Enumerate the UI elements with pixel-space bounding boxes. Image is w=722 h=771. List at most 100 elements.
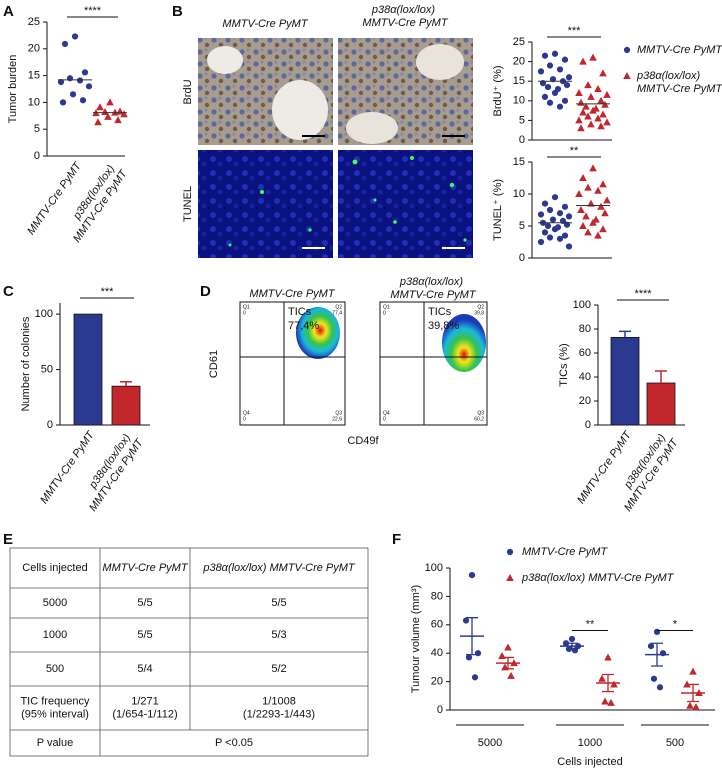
y-axis-label: BrdU⁺ (%)	[492, 65, 504, 116]
y-tick-label: 20	[431, 676, 443, 688]
y-tick-label: 10	[513, 95, 525, 107]
point	[603, 118, 611, 126]
gate-name: TICs	[288, 306, 312, 318]
quadrant-value: 0	[383, 416, 386, 422]
point	[599, 225, 607, 233]
point	[597, 202, 605, 210]
x-tick-label: MMTV-Cre PyMT	[575, 428, 634, 506]
point	[653, 628, 661, 636]
table-cell: TIC frequency	[20, 695, 90, 707]
point	[556, 210, 564, 217]
point	[546, 62, 554, 69]
point	[106, 98, 114, 106]
point	[601, 697, 609, 705]
fat-cell	[272, 80, 328, 140]
fat-cell	[207, 46, 243, 74]
x-tick-label: 500	[666, 737, 684, 749]
legend-label: MMTV-Cre PyMT	[637, 44, 722, 56]
point	[692, 703, 700, 711]
y-tick-label: 15	[513, 156, 525, 168]
point	[659, 650, 667, 657]
panel-letter: B	[172, 3, 183, 20]
tunel-image	[198, 150, 333, 258]
y-tick-label: 0	[47, 419, 53, 431]
point	[584, 228, 592, 236]
point	[561, 97, 569, 104]
quadrant-label: Q4	[383, 410, 390, 416]
point	[57, 78, 65, 86]
legend-label: p38α(lox/lox) MMTV-Cre PyMT	[521, 572, 675, 584]
point	[59, 99, 67, 106]
legend-label: p38α(lox/lox) MMTV-Cre PyMT	[636, 70, 722, 95]
point	[565, 74, 573, 81]
quadrant-label: Q3	[477, 410, 484, 416]
point	[571, 647, 579, 654]
quadrant-label: Q2	[477, 304, 484, 310]
point	[66, 75, 74, 82]
x-tick-label: MMTV-Cre PyMT	[38, 428, 97, 506]
point	[587, 120, 595, 128]
point	[568, 635, 576, 643]
point	[71, 33, 79, 40]
quadrant-label: Q2	[335, 304, 342, 310]
point	[81, 69, 89, 76]
legend-marker	[623, 72, 631, 79]
table-cell: 5/4	[137, 663, 152, 675]
table-cell: (95% interval)	[21, 708, 89, 720]
legend-label: MMTV-Cre PyMT	[522, 546, 608, 558]
x-tick-label: MMTV-Cre PyMT	[25, 159, 84, 237]
point	[544, 222, 552, 230]
flow-density	[296, 307, 340, 359]
point	[599, 69, 607, 77]
quadrant-value: 0	[243, 310, 246, 316]
point	[587, 92, 595, 100]
y-axis-label: TICs (%)	[558, 343, 570, 386]
significance: ***	[101, 286, 115, 298]
quadrant-label: Q1	[383, 304, 390, 310]
point	[579, 222, 587, 229]
y-tick-label: 50	[41, 363, 53, 375]
table-cell: P <0.05	[215, 737, 253, 749]
panel-letter: A	[3, 3, 14, 20]
column-title: MMTV-Cre PyMT	[222, 18, 308, 30]
point	[604, 653, 612, 661]
point	[565, 213, 573, 220]
error-bar	[655, 370, 667, 383]
point	[577, 124, 585, 132]
y-tick-label: 20	[28, 43, 40, 55]
point	[120, 110, 128, 118]
table-cell: p38α(lox/lox) MMTV-Cre PyMT	[202, 562, 356, 574]
point	[607, 698, 615, 706]
point	[589, 53, 597, 61]
point	[471, 674, 479, 681]
gate-value: 77,4%	[288, 320, 319, 332]
panel-letter: F	[392, 531, 401, 548]
y-tick-label: 20	[513, 56, 525, 68]
sem-bar	[602, 673, 614, 693]
point	[650, 675, 658, 682]
point	[584, 81, 592, 89]
y-tick-label: 60	[579, 347, 591, 359]
significance: **	[586, 618, 595, 630]
point	[61, 40, 69, 48]
tunel-image	[338, 150, 473, 258]
y-tick-label: 80	[579, 323, 591, 335]
point	[474, 650, 482, 657]
quadrant-value: 0	[383, 310, 386, 316]
table-cell: MMTV-Cre PyMT	[102, 562, 188, 574]
y-tick-label: 60	[431, 619, 443, 631]
point	[603, 90, 611, 98]
table-cell: 5/5	[137, 597, 152, 609]
sem-bar	[502, 656, 514, 670]
x-tick-label: 5000	[478, 737, 502, 749]
legend-marker	[506, 548, 514, 556]
point	[610, 680, 618, 688]
sem-bar	[466, 617, 478, 656]
y-tick-label: 0	[585, 419, 591, 431]
y-axis-label: TUNEL⁺ (%)	[492, 179, 504, 241]
significance: *	[673, 618, 678, 630]
point	[551, 50, 559, 57]
panel-letter: D	[200, 283, 211, 300]
point	[589, 106, 597, 114]
